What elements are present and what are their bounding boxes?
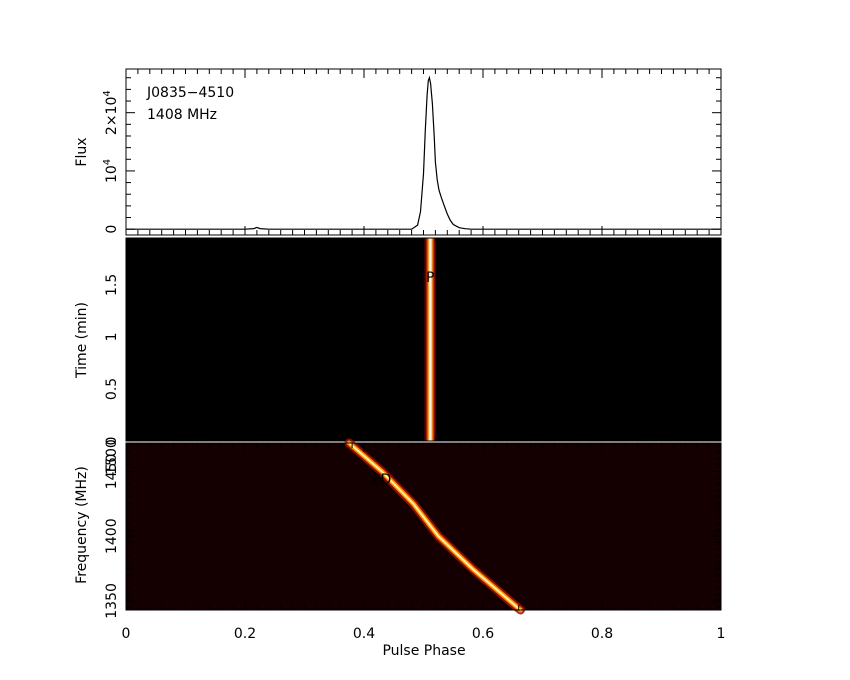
profile-x-ticks [125, 69, 722, 235]
time-phase-panel: 0 0.5 1 1.5 PM Time (min) [74, 237, 722, 446]
x-tick-label: 0.6 [472, 626, 494, 642]
profile-panel: 0 104 2×104 J0835−4510 1408 MHz Flux [74, 68, 722, 236]
time-y-tick-label: 0.5 [104, 378, 120, 400]
freq-y-tick-label: 1450 [104, 454, 120, 490]
dispersion-sweep [344, 438, 525, 615]
x-tick-label: 0.8 [591, 626, 613, 642]
time-y-ticks: 0 0.5 1 1.5 [104, 242, 721, 446]
time-y-label: Time (min) [74, 302, 90, 379]
x-tick-label: 0.2 [234, 626, 256, 642]
freq-x-ticks: 0 0.2 0.4 0.6 0.8 1 [122, 443, 726, 642]
time-y-tick-label: 1 [104, 332, 120, 341]
freq-phase-background [126, 443, 721, 610]
profile-y-tick-label: 0 [104, 225, 120, 234]
sweep-core [348, 442, 522, 611]
time-phase-pulse-band [423, 238, 437, 441]
freq-y-tick-label: 1400 [104, 518, 120, 554]
time-y-tick-label: 1.5 [104, 274, 120, 296]
source-name-annotation: J0835−4510 [146, 85, 234, 101]
freq-y-label: Frequency (MHz) [74, 466, 90, 584]
time-y-tick-label: 0 [104, 437, 120, 446]
frequency-annotation: 1408 MHz [147, 107, 217, 123]
profile-line [126, 75, 721, 230]
profile-y-tick-label: 104 [102, 159, 120, 183]
profile-y-ticks: 0 104 2×104 [102, 77, 721, 234]
freq-phase-annotation: PD [372, 472, 391, 488]
time-x-ticks [125, 238, 722, 441]
time-phase-annotation: PM [426, 270, 447, 286]
x-tick-label: 0 [122, 626, 131, 642]
profile-y-tick-label: 2×104 [102, 90, 120, 135]
x-axis-label: Pulse Phase [382, 643, 465, 659]
freq-y-tick-label: 1500 [104, 439, 120, 475]
x-tick-label: 1 [717, 626, 726, 642]
x-tick-label: 0.4 [353, 626, 375, 642]
freq-y-tick-label: 1350 [104, 583, 120, 619]
profile-y-label: Flux [74, 137, 90, 166]
